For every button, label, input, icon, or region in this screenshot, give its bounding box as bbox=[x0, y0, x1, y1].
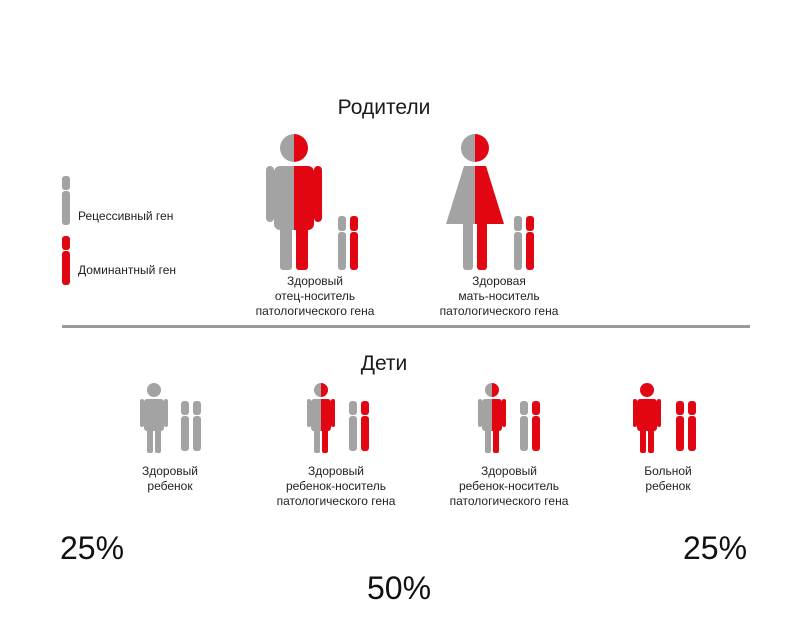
mother-figure-icon bbox=[446, 134, 504, 270]
children-heading: Дети bbox=[360, 352, 408, 375]
mother-caption-line: Здоровая bbox=[472, 274, 526, 288]
child-caption-line: ребенок bbox=[147, 479, 193, 493]
percent-left: 25% bbox=[60, 530, 125, 566]
father-caption-line: отец-носитель bbox=[274, 289, 356, 303]
child-chromosome-pair-icon bbox=[349, 401, 369, 451]
child-caption-line: ребенок-носитель bbox=[458, 479, 560, 493]
mother-caption-line: патологического гена bbox=[439, 304, 559, 318]
child-figure-icon bbox=[478, 383, 506, 453]
child-caption-line: Здоровый bbox=[308, 464, 364, 478]
mother-chromosome-pair-icon bbox=[514, 216, 534, 270]
child-caption: Здоровый ребенок bbox=[70, 464, 270, 494]
section-divider bbox=[62, 325, 750, 328]
legend-recessive-label: Рецессивный ген bbox=[78, 209, 174, 223]
child-figure-icon bbox=[307, 383, 335, 453]
father-caption-line: Здоровый bbox=[287, 274, 343, 288]
child-caption: Здоровый ребенок-носитель патологическог… bbox=[409, 464, 609, 509]
child-chromosome-pair-icon bbox=[181, 401, 201, 451]
child-chromosome-pair-icon bbox=[676, 401, 696, 451]
mother-caption: Здоровая мать-носитель патологического г… bbox=[399, 274, 599, 319]
child-figure-icon bbox=[633, 383, 661, 453]
legend-dominant-chromosome-icon bbox=[62, 236, 70, 285]
child-caption-line: Здоровый bbox=[142, 464, 198, 478]
child-caption-line: Здоровый bbox=[481, 464, 537, 478]
child-caption-line: Больной bbox=[644, 464, 692, 478]
parents-heading: Родители bbox=[337, 96, 431, 119]
child-caption-line: патологического гена bbox=[449, 494, 569, 508]
child-caption-line: ребенок bbox=[645, 479, 691, 493]
legend-dominant-label: Доминантный ген bbox=[78, 263, 177, 277]
child-caption-line: патологического гена bbox=[276, 494, 396, 508]
percent-middle: 50% bbox=[367, 570, 432, 606]
child-caption: Здоровый ребенок-носитель патологическог… bbox=[236, 464, 436, 509]
child-caption: Больной ребенок bbox=[568, 464, 768, 494]
father-caption-line: патологического гена bbox=[255, 304, 375, 318]
father-caption: Здоровый отец-носитель патологического г… bbox=[215, 274, 415, 319]
father-figure-icon bbox=[266, 134, 322, 270]
percent-right: 25% bbox=[683, 530, 748, 566]
legend-recessive-chromosome-icon bbox=[62, 176, 70, 225]
child-chromosome-pair-icon bbox=[520, 401, 540, 451]
child-figure-icon bbox=[140, 383, 168, 453]
child-caption-line: ребенок-носитель bbox=[285, 479, 387, 493]
father-chromosome-pair-icon bbox=[338, 216, 358, 270]
mother-caption-line: мать-носитель bbox=[458, 289, 540, 303]
